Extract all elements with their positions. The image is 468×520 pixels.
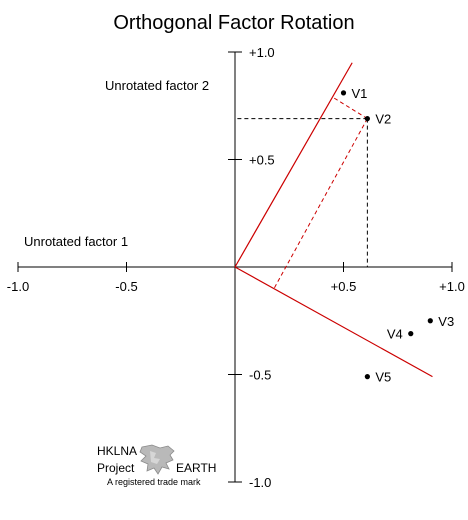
logo-tagline: A registered trade mark xyxy=(107,477,201,487)
logo-line2-right: EARTH xyxy=(176,461,217,475)
variable-label: V4 xyxy=(387,327,403,342)
variable-label: V5 xyxy=(375,370,391,385)
y-tick-label: +0.5 xyxy=(249,153,275,168)
variable-point xyxy=(364,374,370,380)
x-tick-label: -0.5 xyxy=(115,279,137,294)
variable-point xyxy=(408,331,414,337)
variable-label: V3 xyxy=(438,314,454,329)
y-tick-label: +1.0 xyxy=(249,45,275,60)
logo-line1: HKLNA xyxy=(97,444,138,458)
variable-label: V1 xyxy=(352,86,368,101)
variable-point xyxy=(427,318,433,324)
factor1-axis-label: Unrotated factor 1 xyxy=(24,234,129,249)
logo-line2-left: Project xyxy=(97,461,135,475)
x-tick-label: +1.0 xyxy=(439,279,465,294)
variable-point xyxy=(364,116,370,122)
x-tick-label: -1.0 xyxy=(7,279,29,294)
variable-label: V2 xyxy=(375,112,391,127)
rotated-axis-line xyxy=(234,266,433,378)
rotated-axis-line xyxy=(234,62,353,268)
factor2-axis-label: Unrotated factor 2 xyxy=(105,78,210,93)
diagram-title: Orthogonal Factor Rotation xyxy=(113,12,355,34)
earth-globe-icon xyxy=(139,444,175,475)
x-tick-label: +0.5 xyxy=(331,279,357,294)
y-tick-label: -1.0 xyxy=(249,475,271,490)
variable-point xyxy=(340,90,347,96)
rotated-projection-line xyxy=(273,118,368,289)
y-tick-label: -0.5 xyxy=(249,368,271,383)
